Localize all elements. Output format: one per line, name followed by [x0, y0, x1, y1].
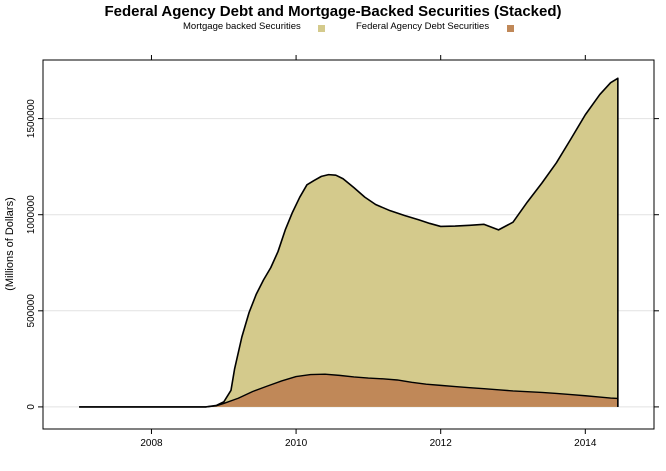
- legend-swatch-agency-debt: [507, 25, 514, 32]
- y-axis-label: (Millions of Dollars): [4, 197, 16, 291]
- stacked-areas: [79, 77, 619, 408]
- legend-swatch-mortgage-backed: [318, 25, 325, 32]
- line-agency-debt: [79, 373, 619, 408]
- y-tick-label-1: 500000: [26, 294, 37, 328]
- x-tick-label-2: 2012: [430, 438, 453, 449]
- legend-label-agency-debt: Federal Agency Debt Securities: [356, 21, 490, 32]
- chart-title: Federal Agency Debt and Mortgage-Backed …: [104, 3, 562, 20]
- plot-frame: [42, 59, 655, 430]
- legend-label-mortgage-backed: Mortgage backed Securities: [183, 21, 301, 32]
- axes: 2008 2010 2012 2014 0 500000 1000000 1500000: [26, 55, 659, 449]
- area-mortgage-backed: [79, 78, 618, 407]
- area-agency-debt: [79, 374, 618, 407]
- line-total: [79, 77, 619, 408]
- x-tick-label-1: 2010: [285, 438, 308, 449]
- y-tick-label-0: 0: [26, 404, 37, 410]
- x-tick-label-3: 2014: [574, 438, 597, 449]
- y-tick-label-3: 1500000: [26, 99, 37, 138]
- x-tick-label-0: 2008: [140, 438, 163, 449]
- y-tick-label-2: 1000000: [26, 195, 37, 234]
- legend: Mortgage backed Securities Federal Agenc…: [0, 21, 666, 35]
